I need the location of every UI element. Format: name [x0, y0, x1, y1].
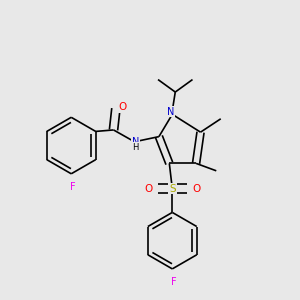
Text: N: N	[167, 107, 175, 117]
Text: F: F	[70, 182, 76, 192]
Text: H: H	[132, 143, 139, 152]
Text: O: O	[192, 184, 200, 194]
Text: O: O	[118, 102, 127, 112]
Text: S: S	[169, 184, 175, 194]
Text: F: F	[171, 277, 177, 287]
Text: O: O	[144, 184, 153, 194]
Text: N: N	[132, 137, 139, 147]
